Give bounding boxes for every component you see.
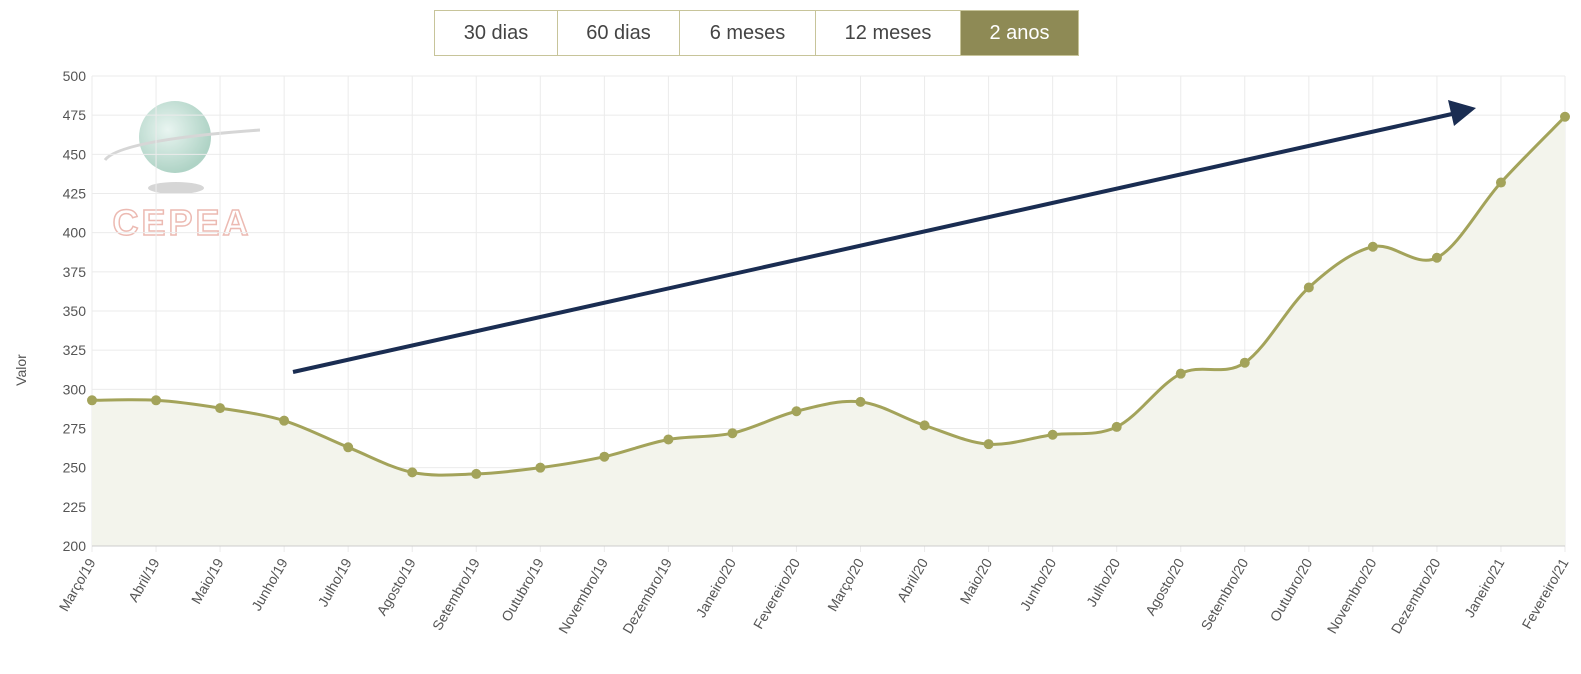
x-tick-label: Setembro/19 xyxy=(429,555,483,633)
x-tick-label: Março/20 xyxy=(824,555,867,614)
y-tick-label: 350 xyxy=(63,303,87,319)
logo-orbit xyxy=(103,128,261,162)
y-tick-label: 325 xyxy=(63,342,87,358)
y-tick-label: 450 xyxy=(63,146,87,162)
point xyxy=(215,403,226,414)
x-tick-label: Agosto/20 xyxy=(1142,555,1187,618)
x-tick-label: Dezembro/19 xyxy=(619,555,675,636)
point xyxy=(87,395,97,406)
point xyxy=(599,451,610,462)
point xyxy=(1239,357,1250,368)
point xyxy=(279,415,290,426)
logo: CEPEA xyxy=(103,101,261,244)
x-tick-label: Outubro/20 xyxy=(1267,555,1316,624)
point xyxy=(343,442,354,453)
x-tick-label: Fevereiro/20 xyxy=(750,555,803,631)
logo-text: CEPEA xyxy=(112,202,251,243)
point xyxy=(919,420,930,431)
y-tick-label: 225 xyxy=(63,499,87,515)
x-tick-label: Dezembro/20 xyxy=(1388,555,1444,636)
y-tick-label: 250 xyxy=(63,460,87,476)
x-tick-label: Junho/19 xyxy=(248,555,291,613)
area xyxy=(92,116,1565,546)
point xyxy=(1303,282,1314,293)
x-tick-label: Maio/20 xyxy=(956,555,995,606)
x-tick-label: Junho/20 xyxy=(1017,555,1060,613)
y-tick-label: 425 xyxy=(63,186,87,202)
x-tick-label: Novembro/20 xyxy=(1324,555,1380,636)
trend-arrowhead xyxy=(1448,100,1476,126)
logo-shadow xyxy=(148,182,204,194)
x-tick-label: Janeiro/21 xyxy=(1461,555,1508,620)
y-tick-label: 475 xyxy=(63,107,87,123)
point xyxy=(727,428,738,439)
x-tick-label: Março/19 xyxy=(56,555,99,614)
point xyxy=(151,395,162,406)
x-tick-label: Abril/19 xyxy=(125,555,163,604)
x-tick-label: Setembro/20 xyxy=(1197,555,1251,633)
point xyxy=(1560,111,1570,122)
y-axis-label: Valor xyxy=(13,354,29,386)
y-tick-label: 300 xyxy=(63,381,87,397)
point xyxy=(1111,421,1122,432)
point xyxy=(855,396,866,407)
x-tick-label: Janeiro/20 xyxy=(692,555,739,620)
trend-arrow xyxy=(292,112,1453,374)
range-button[interactable]: 12 meses xyxy=(815,10,961,56)
x-tick-label: Novembro/19 xyxy=(555,555,611,636)
y-tick-label: 375 xyxy=(63,264,87,280)
y-tick-label: 400 xyxy=(63,225,87,241)
point xyxy=(471,468,482,479)
y-tick-label: 500 xyxy=(63,68,87,84)
logo-globe xyxy=(139,101,211,173)
x-tick-label: Julho/19 xyxy=(314,555,354,609)
x-tick-label: Maio/19 xyxy=(188,555,227,606)
x-tick-label: Abril/20 xyxy=(894,555,932,604)
x-tick-label: Julho/20 xyxy=(1083,555,1123,609)
point xyxy=(1047,429,1058,440)
point xyxy=(535,462,546,473)
point xyxy=(1175,368,1186,379)
range-button[interactable]: 2 anos xyxy=(960,10,1079,56)
range-button[interactable]: 6 meses xyxy=(679,10,816,56)
y-tick-label: 200 xyxy=(63,538,87,554)
point xyxy=(1431,252,1442,263)
x-tick-label: Agosto/19 xyxy=(373,555,418,618)
point xyxy=(1367,241,1378,252)
point xyxy=(791,406,802,417)
y-tick-label: 275 xyxy=(63,421,87,437)
range-button[interactable]: 30 dias xyxy=(434,10,558,56)
range-button[interactable]: 60 dias xyxy=(557,10,680,56)
point xyxy=(983,439,994,450)
point xyxy=(407,467,418,478)
point xyxy=(663,434,674,445)
x-tick-label: Fevereiro/21 xyxy=(1518,555,1571,631)
x-tick-label: Outubro/19 xyxy=(498,555,547,624)
point xyxy=(1495,177,1506,188)
